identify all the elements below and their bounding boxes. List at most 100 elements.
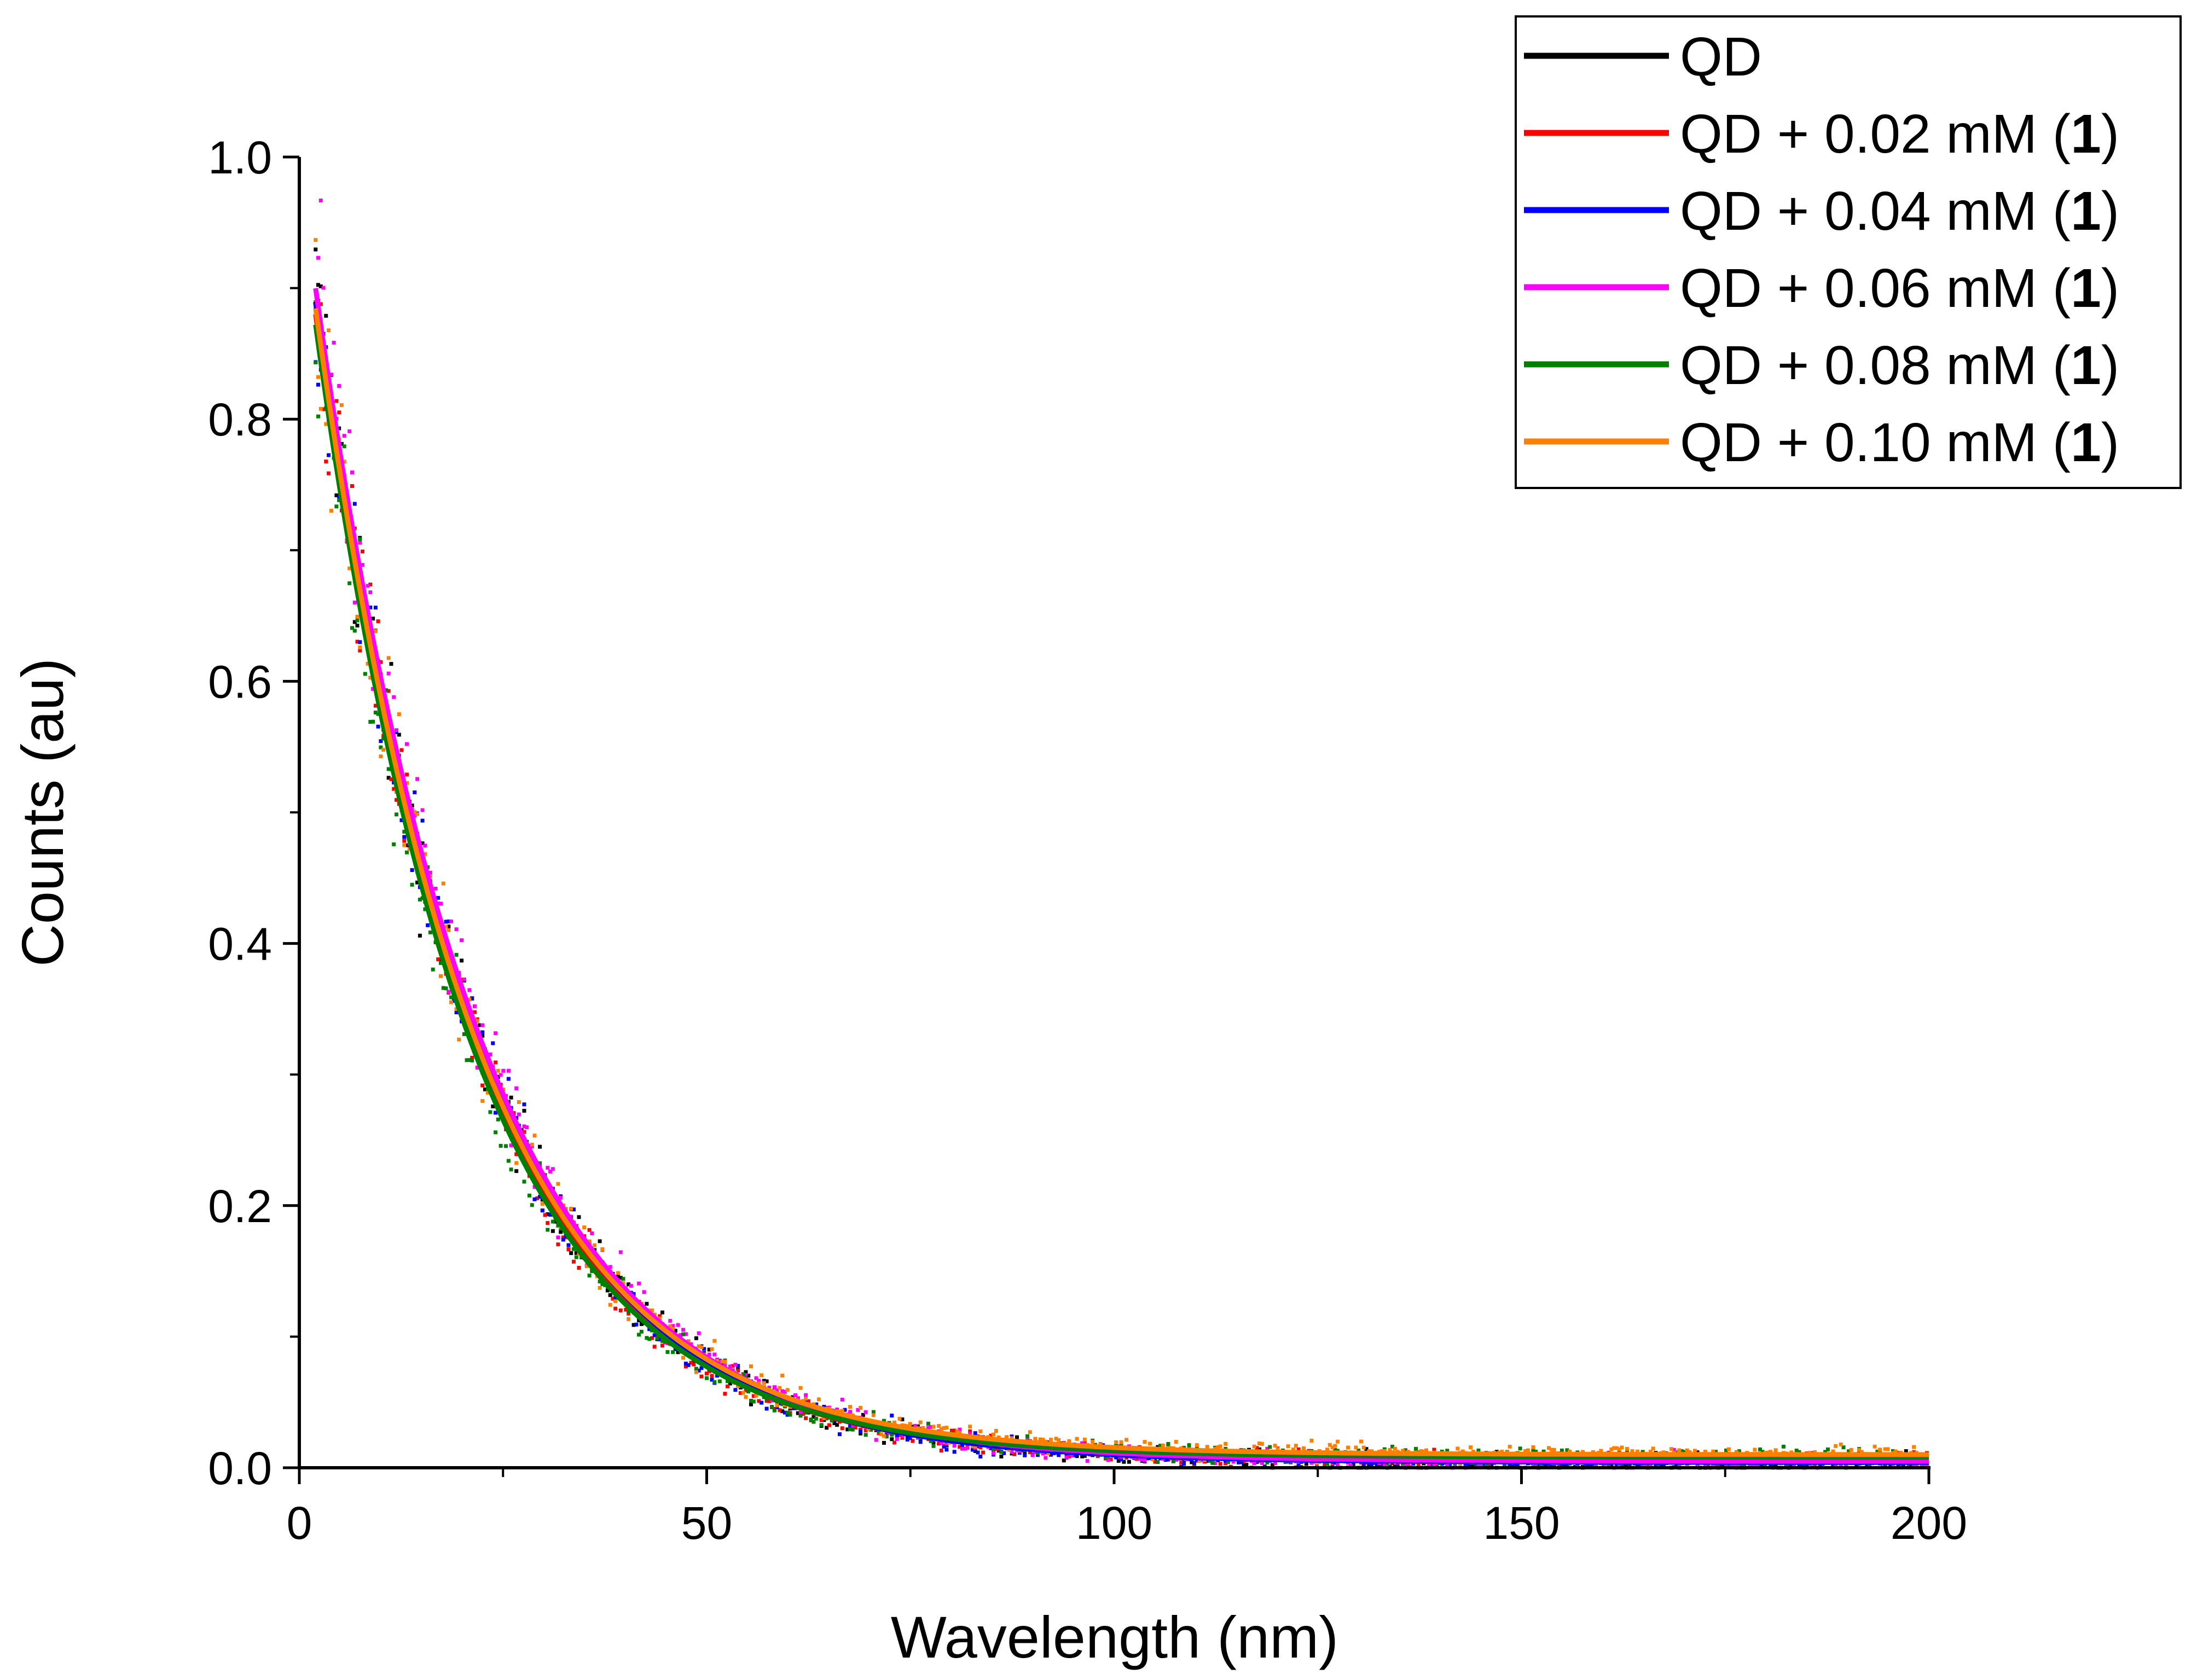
data-point bbox=[410, 803, 414, 807]
data-point bbox=[327, 328, 331, 333]
fit-lines bbox=[313, 288, 1929, 1465]
data-point bbox=[863, 1428, 868, 1433]
data-point bbox=[838, 1432, 842, 1437]
data-point bbox=[1589, 1463, 1593, 1467]
data-point bbox=[447, 928, 451, 932]
data-point bbox=[1082, 1439, 1087, 1444]
data-point bbox=[1654, 1463, 1658, 1468]
data-point bbox=[658, 1316, 662, 1321]
data-point bbox=[639, 1322, 644, 1326]
data-point bbox=[548, 1170, 553, 1173]
data-point bbox=[546, 1221, 550, 1225]
data-point bbox=[470, 1056, 474, 1060]
data-point bbox=[587, 1228, 592, 1232]
data-point bbox=[1348, 1463, 1353, 1468]
data-point bbox=[368, 720, 373, 724]
data-point bbox=[1127, 1460, 1131, 1464]
data-point bbox=[1685, 1448, 1689, 1452]
data-point bbox=[699, 1374, 704, 1379]
data-point bbox=[373, 606, 378, 610]
data-point bbox=[671, 1350, 675, 1355]
data-point bbox=[686, 1363, 691, 1367]
data-point bbox=[1197, 1459, 1202, 1463]
data-point bbox=[546, 1166, 550, 1170]
data-point bbox=[989, 1433, 993, 1438]
data-point bbox=[1636, 1463, 1639, 1468]
data-point bbox=[1508, 1445, 1512, 1449]
data-point bbox=[822, 1416, 826, 1420]
data-point bbox=[971, 1448, 975, 1452]
data-point bbox=[522, 1108, 526, 1113]
data-point bbox=[683, 1332, 688, 1336]
data-point bbox=[1476, 1462, 1481, 1467]
data-point bbox=[1672, 1448, 1676, 1452]
data-point bbox=[668, 1318, 673, 1323]
data-point bbox=[402, 829, 407, 834]
data-point bbox=[1912, 1445, 1916, 1449]
data-point bbox=[316, 382, 320, 387]
data-point bbox=[637, 1281, 641, 1286]
data-point bbox=[420, 808, 425, 812]
data-point bbox=[1896, 1463, 1900, 1468]
data-point bbox=[410, 868, 414, 872]
data-point bbox=[431, 967, 435, 972]
data-point bbox=[627, 1309, 631, 1313]
data-point bbox=[929, 1439, 933, 1443]
data-point bbox=[472, 1010, 477, 1014]
data-point bbox=[514, 1152, 519, 1156]
data-point bbox=[439, 902, 443, 906]
data-point bbox=[611, 1297, 615, 1301]
data-point bbox=[1630, 1449, 1634, 1454]
data-point bbox=[1670, 1447, 1673, 1451]
data-point bbox=[809, 1417, 813, 1422]
data-point bbox=[1552, 1448, 1556, 1452]
legend-label: QD + 0.04 mM (1) bbox=[1680, 181, 2119, 242]
data-point bbox=[1226, 1460, 1230, 1464]
data-point bbox=[496, 1068, 500, 1073]
data-point bbox=[334, 504, 339, 509]
data-point bbox=[890, 1437, 894, 1441]
data-point bbox=[410, 882, 414, 887]
data-point bbox=[861, 1412, 865, 1417]
data-point bbox=[850, 1427, 855, 1432]
data-point bbox=[467, 997, 472, 1002]
data-point bbox=[1361, 1445, 1366, 1450]
data-point bbox=[538, 1144, 542, 1149]
data-point bbox=[884, 1434, 889, 1439]
data-point bbox=[418, 933, 422, 938]
data-point bbox=[1328, 1443, 1332, 1447]
data-point bbox=[1072, 1453, 1076, 1457]
data-point bbox=[413, 810, 417, 814]
fit-line bbox=[313, 308, 1929, 1457]
data-point bbox=[569, 1206, 573, 1211]
data-point bbox=[1617, 1447, 1621, 1451]
data-point bbox=[965, 1446, 970, 1450]
data-point bbox=[358, 640, 362, 644]
data-point bbox=[324, 460, 328, 464]
data-point bbox=[1625, 1446, 1629, 1451]
data-point bbox=[1612, 1446, 1616, 1450]
data-point bbox=[629, 1283, 633, 1288]
data-point bbox=[1740, 1463, 1744, 1468]
data-point bbox=[804, 1397, 808, 1401]
data-point bbox=[509, 1167, 513, 1172]
data-point bbox=[791, 1406, 795, 1410]
data-point bbox=[321, 286, 326, 290]
data-point bbox=[1023, 1453, 1027, 1457]
data-point bbox=[900, 1433, 905, 1438]
data-point bbox=[379, 745, 383, 749]
data-point bbox=[454, 927, 459, 932]
data-point bbox=[665, 1350, 670, 1354]
data-point bbox=[1309, 1461, 1314, 1465]
data-point bbox=[506, 1068, 511, 1073]
y-tick-label: 0.6 bbox=[208, 656, 272, 707]
data-point bbox=[546, 1212, 550, 1217]
data-point bbox=[892, 1420, 897, 1425]
data-point bbox=[845, 1427, 850, 1432]
data-point bbox=[913, 1423, 918, 1428]
data-point bbox=[1531, 1445, 1535, 1449]
data-point bbox=[1886, 1447, 1890, 1451]
legend-label-text: QD + 0.02 mM ( bbox=[1680, 103, 2071, 165]
data-point bbox=[337, 426, 341, 431]
data-point bbox=[1075, 1437, 1079, 1441]
